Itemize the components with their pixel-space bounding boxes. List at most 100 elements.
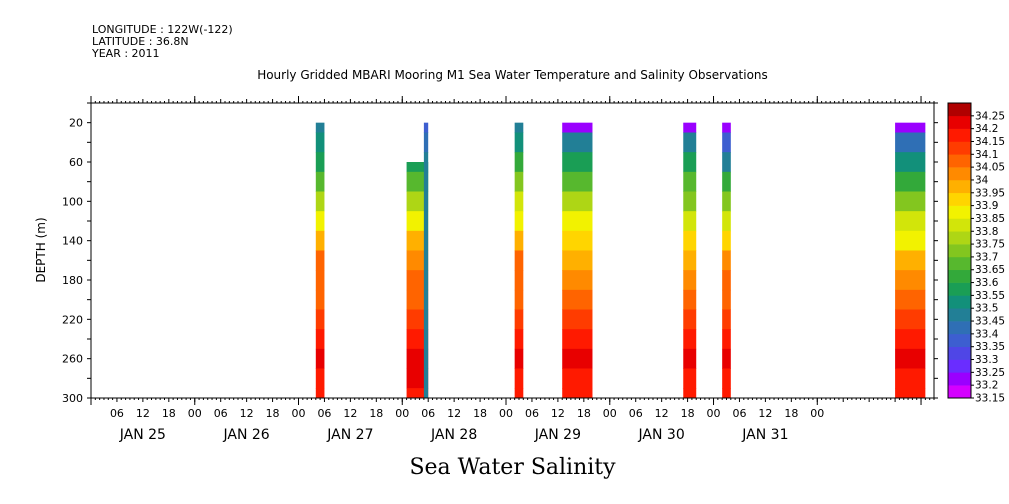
salinity-cell: [514, 211, 524, 232]
colorbar-swatch: [948, 205, 971, 219]
salinity-cell: [514, 191, 524, 212]
colorbar-swatch: [948, 103, 971, 117]
salinity-cell: [895, 191, 926, 212]
salinity-cell: [683, 191, 697, 212]
plot-frame: [90, 102, 935, 399]
salinity-cell: [683, 270, 697, 291]
colorbar-swatch: [948, 372, 971, 386]
x-hour-label: 00: [292, 407, 306, 420]
y-axis-label: DEPTH (m): [34, 217, 48, 282]
y-tick-label: 260: [62, 353, 83, 366]
x-axis-ticks: 06 12 18 00 06 12 18 00 06 12 18 00 06 12 18 00 06 12 18 00…: [110, 407, 824, 443]
salinity-cell: [722, 329, 731, 350]
colorbar-swatch: [948, 179, 971, 194]
colorbar-label: 34: [975, 174, 989, 186]
x-hour-label: 00: [707, 407, 721, 420]
x-hour-label: 06: [629, 407, 643, 420]
colorbar: 33.1533.233.2533.333.3533.433.4533.533.5…: [947, 102, 1005, 405]
salinity-cell: [406, 191, 429, 212]
salinity-cell: [683, 289, 697, 310]
salinity-cell: [562, 211, 593, 232]
colorbar-label: 33.6: [975, 277, 999, 289]
x-hour-label: 00: [499, 407, 513, 420]
salinity-cell: [683, 230, 697, 251]
x-hour-label: 12: [447, 407, 461, 420]
salinity-cell: [406, 270, 429, 291]
salinity-cell: [423, 122, 429, 133]
colorbar-label: 34.15: [975, 136, 1005, 148]
y-axis-ticks: 20 60 100 140 180 220 260 300: [62, 102, 938, 405]
x-hour-label: 06: [525, 407, 539, 420]
colorbar-label: 33.8: [975, 226, 998, 238]
salinity-cell: [562, 388, 593, 399]
x-hour-label: 12: [655, 407, 669, 420]
salinity-cell: [315, 329, 325, 350]
colorbar-swatch: [948, 385, 971, 399]
colorbar-label: 33.25: [975, 367, 1005, 379]
salinity-column: [406, 162, 429, 399]
x-hour-label: 18: [473, 407, 487, 420]
salinity-cell: [315, 171, 325, 192]
salinity-cell: [406, 368, 429, 389]
salinity-cell: [514, 348, 524, 369]
salinity-cell: [406, 171, 429, 192]
salinity-column: [315, 122, 325, 399]
x-hour-label: 18: [162, 407, 176, 420]
salinity-cell: [406, 162, 429, 173]
salinity-cell: [514, 250, 524, 271]
x-hour-label: 12: [343, 407, 357, 420]
x-day-label: JAN 28: [430, 427, 477, 443]
colorbar-swatch: [948, 192, 971, 206]
x-hour-label: 12: [551, 407, 565, 420]
y-tick-label: 60: [69, 156, 83, 169]
salinity-cell: [895, 171, 926, 192]
salinity-cell: [562, 191, 593, 212]
salinity-cell: [562, 171, 593, 192]
colorbar-swatch: [948, 269, 971, 283]
colorbar-swatch: [948, 346, 971, 360]
colorbar-swatch: [948, 244, 971, 258]
salinity-cell: [722, 230, 731, 251]
salinity-cell: [562, 250, 593, 271]
x-day-label: JAN 30: [638, 427, 685, 443]
salinity-cell: [406, 388, 429, 399]
salinity-column: [423, 122, 429, 399]
salinity-cell: [514, 309, 524, 330]
salinity-cell: [683, 171, 697, 192]
colorbar-swatch: [948, 282, 971, 296]
x-day-label: JAN 25: [119, 427, 166, 443]
salinity-cell: [562, 368, 593, 389]
salinity-cell: [562, 230, 593, 251]
salinity-cell: [683, 122, 697, 133]
x-hour-label: 06: [732, 407, 746, 420]
x-hour-label: 06: [110, 407, 124, 420]
salinity-cell: [562, 289, 593, 310]
salinity-cell: [722, 388, 731, 399]
salinity-cell: [315, 388, 325, 399]
salinity-cell: [722, 270, 731, 291]
salinity-cell: [722, 309, 731, 330]
salinity-cell: [406, 289, 429, 310]
salinity-cell: [895, 329, 926, 350]
x-hour-label: 18: [681, 407, 695, 420]
salinity-cell: [514, 289, 524, 310]
salinity-cell: [514, 171, 524, 192]
salinity-cell: [562, 329, 593, 350]
colorbar-label: 34.25: [975, 110, 1005, 122]
salinity-cell: [406, 211, 429, 232]
salinity-cell: [406, 250, 429, 271]
salinity-cell: [406, 230, 429, 251]
x-hour-label: 12: [136, 407, 150, 420]
colorbar-label: 33.65: [975, 264, 1005, 276]
x-hour-label: 00: [395, 407, 409, 420]
y-tick-label: 180: [62, 274, 83, 287]
x-hour-label: 18: [784, 407, 798, 420]
salinity-cell: [514, 122, 524, 133]
salinity-cell: [722, 191, 731, 212]
salinity-cell: [315, 250, 325, 271]
salinity-cell: [315, 122, 325, 133]
x-hour-label: 06: [421, 407, 435, 420]
salinity-cell: [315, 211, 325, 232]
colorbar-label: 33.3: [975, 354, 998, 366]
